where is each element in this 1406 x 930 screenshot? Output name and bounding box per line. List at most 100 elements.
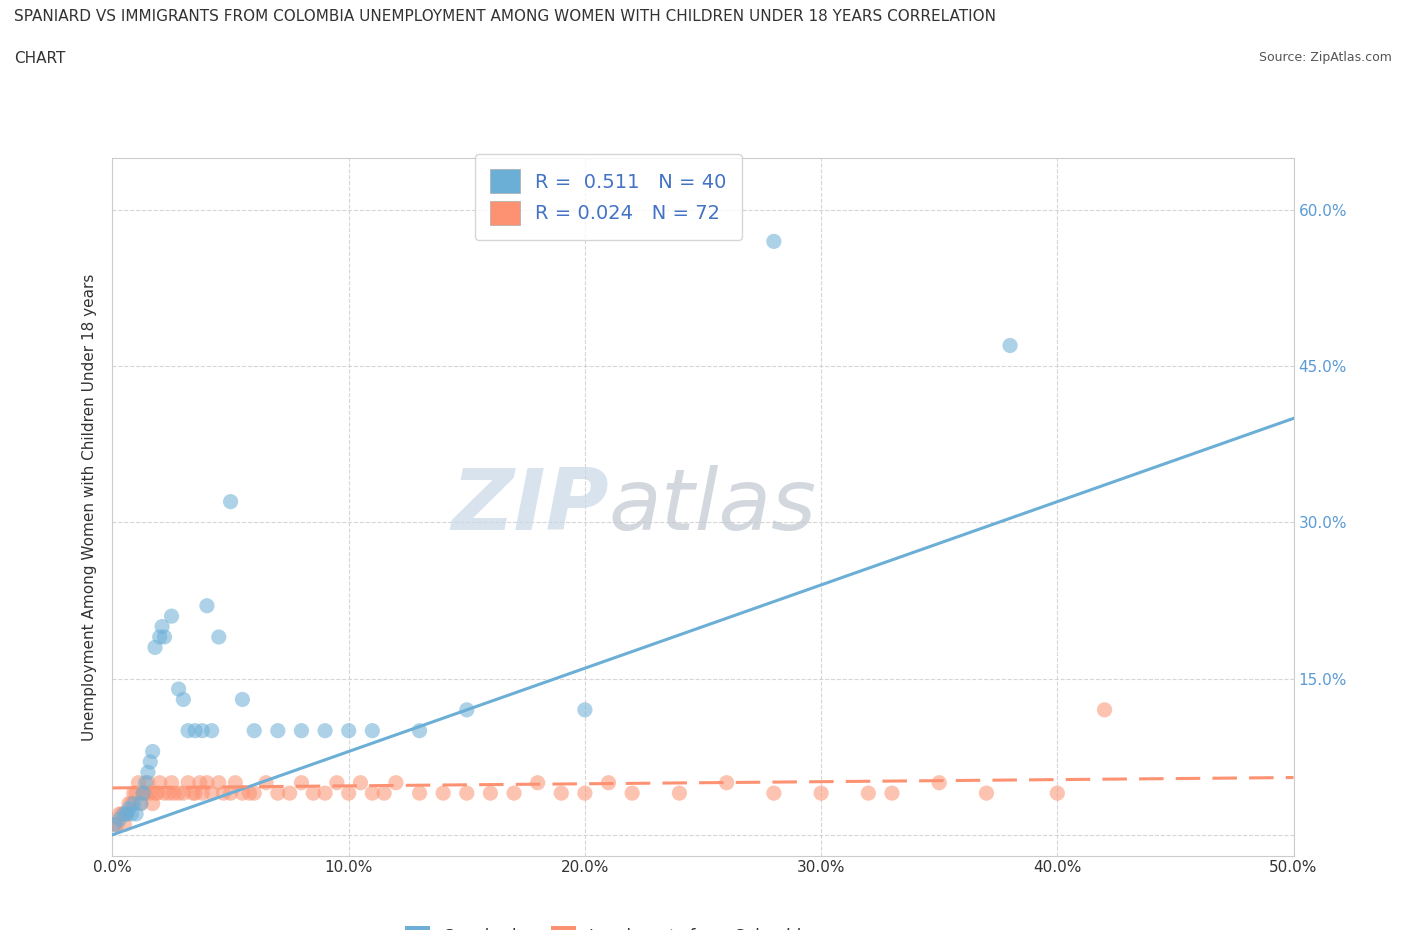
Point [762, 234, 785, 249]
Point [219, 786, 242, 801]
Point [181, 786, 204, 801]
Point [201, 724, 224, 738]
Point [810, 786, 832, 801]
Point [160, 776, 183, 790]
Point [598, 776, 620, 790]
Point [167, 682, 190, 697]
Point [231, 786, 253, 801]
Point [373, 786, 395, 801]
Point [762, 786, 785, 801]
Point [118, 802, 141, 817]
Point [184, 724, 207, 738]
Point [163, 786, 186, 801]
Point [191, 786, 214, 801]
Point [153, 786, 176, 801]
Point [188, 776, 211, 790]
Point [142, 744, 165, 759]
Point [132, 786, 155, 801]
Point [361, 724, 384, 738]
Point [150, 619, 173, 634]
Point [129, 796, 152, 811]
Point [231, 692, 253, 707]
Point [1046, 786, 1069, 801]
Y-axis label: Unemployment Among Women with Children Under 18 years: Unemployment Among Women with Children U… [82, 273, 97, 740]
Point [267, 724, 290, 738]
Point [621, 786, 644, 801]
Point [104, 817, 127, 831]
Point [195, 776, 218, 790]
Point [278, 786, 301, 801]
Point [314, 724, 336, 738]
Point [314, 786, 336, 801]
Point [858, 786, 880, 801]
Point [1094, 702, 1116, 717]
Point [172, 692, 194, 707]
Point [136, 776, 159, 790]
Point [716, 776, 738, 790]
Point [157, 786, 180, 801]
Point [337, 786, 360, 801]
Point [160, 609, 183, 624]
Text: SPANIARD VS IMMIGRANTS FROM COLOMBIA UNEMPLOYMENT AMONG WOMEN WITH CHILDREN UNDE: SPANIARD VS IMMIGRANTS FROM COLOMBIA UNE… [14, 9, 995, 24]
Point [998, 338, 1021, 352]
Point [177, 724, 200, 738]
Point [108, 806, 131, 821]
Point [254, 776, 277, 790]
Point [135, 786, 157, 801]
Point [120, 806, 142, 821]
Point [238, 786, 260, 801]
Point [456, 786, 478, 801]
Point [118, 796, 141, 811]
Point [105, 817, 128, 831]
Point [122, 796, 145, 811]
Point [108, 812, 131, 827]
Point [115, 806, 138, 821]
Point [191, 724, 214, 738]
Point [112, 817, 135, 831]
Point [550, 786, 572, 801]
Point [267, 786, 290, 801]
Text: Source: ZipAtlas.com: Source: ZipAtlas.com [1258, 51, 1392, 64]
Point [146, 786, 169, 801]
Point [129, 796, 152, 811]
Point [243, 724, 266, 738]
Point [125, 786, 148, 801]
Point [153, 630, 176, 644]
Point [408, 724, 430, 738]
Point [976, 786, 998, 801]
Point [120, 796, 142, 811]
Point [177, 776, 200, 790]
Point [302, 786, 325, 801]
Point [224, 776, 246, 790]
Point [149, 630, 172, 644]
Text: CHART: CHART [14, 51, 66, 66]
Point [125, 806, 148, 821]
Point [361, 786, 384, 801]
Point [432, 786, 454, 801]
Point [184, 786, 207, 801]
Point [574, 702, 596, 717]
Point [503, 786, 526, 801]
Point [111, 806, 134, 821]
Point [526, 776, 548, 790]
Point [135, 776, 157, 790]
Text: ZIP: ZIP [451, 465, 609, 549]
Point [127, 776, 149, 790]
Point [136, 764, 159, 779]
Point [104, 817, 127, 831]
Point [208, 776, 231, 790]
Text: atlas: atlas [609, 465, 817, 549]
Point [408, 786, 430, 801]
Point [243, 786, 266, 801]
Point [219, 494, 242, 509]
Point [142, 796, 165, 811]
Point [928, 776, 950, 790]
Point [167, 786, 190, 801]
Point [326, 776, 349, 790]
Point [385, 776, 408, 790]
Point [880, 786, 903, 801]
Point [668, 786, 690, 801]
Point [143, 786, 166, 801]
Point [337, 724, 360, 738]
Point [456, 702, 478, 717]
